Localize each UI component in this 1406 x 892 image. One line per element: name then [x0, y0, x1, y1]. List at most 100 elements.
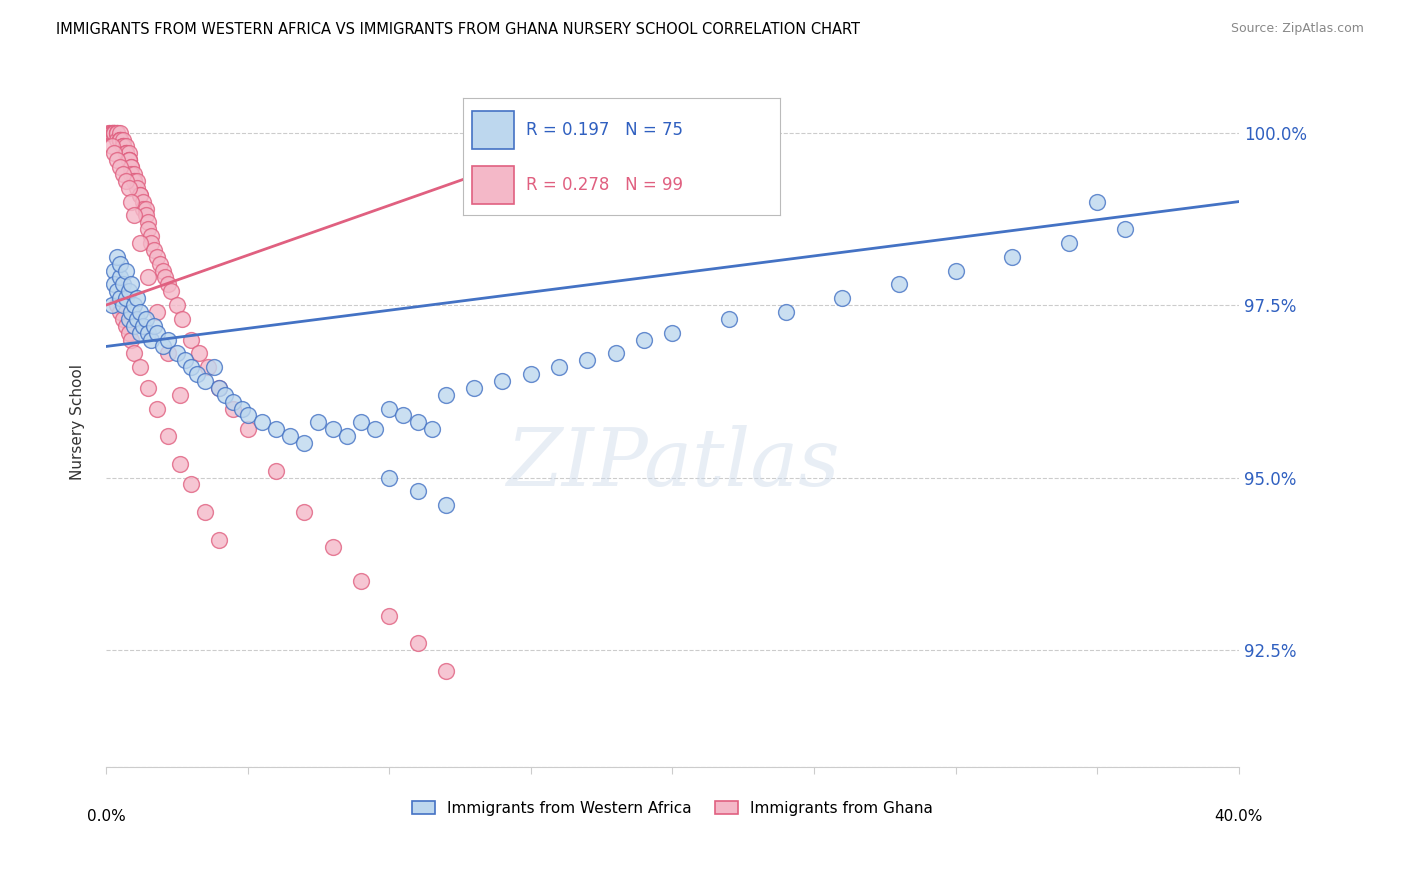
- Point: [103, 126, 125, 140]
- Point: [202, 360, 225, 375]
- Point: [406, 415, 429, 429]
- Point: [129, 305, 152, 319]
- Point: [378, 470, 401, 484]
- Point: [718, 311, 741, 326]
- Point: [222, 401, 245, 416]
- Point: [292, 505, 315, 519]
- Point: [633, 333, 655, 347]
- Point: [117, 153, 139, 168]
- Point: [105, 250, 128, 264]
- Point: [100, 298, 122, 312]
- Point: [141, 229, 163, 244]
- Point: [105, 298, 128, 312]
- Point: [278, 429, 301, 443]
- Point: [146, 401, 169, 416]
- Point: [108, 132, 131, 146]
- Point: [114, 146, 136, 161]
- Point: [292, 436, 315, 450]
- Point: [264, 464, 287, 478]
- Point: [124, 174, 146, 188]
- Point: [124, 167, 146, 181]
- Point: [114, 263, 136, 277]
- Point: [121, 333, 143, 347]
- Point: [141, 235, 163, 250]
- Point: [188, 346, 211, 360]
- Point: [169, 457, 191, 471]
- Point: [157, 333, 180, 347]
- Point: [194, 374, 217, 388]
- Point: [146, 326, 169, 340]
- Point: [132, 194, 155, 209]
- Point: [121, 277, 143, 292]
- Point: [157, 429, 180, 443]
- Point: [138, 222, 160, 236]
- Point: [186, 367, 208, 381]
- Point: [108, 132, 131, 146]
- Point: [121, 167, 143, 181]
- Point: [129, 326, 152, 340]
- Point: [208, 381, 231, 395]
- Point: [364, 422, 387, 436]
- Point: [661, 326, 683, 340]
- Point: [172, 311, 194, 326]
- Point: [149, 257, 172, 271]
- Point: [392, 409, 415, 423]
- Point: [135, 208, 157, 222]
- Point: [180, 333, 202, 347]
- Point: [138, 270, 160, 285]
- Point: [520, 367, 543, 381]
- Point: [111, 298, 134, 312]
- Point: [108, 305, 131, 319]
- Point: [491, 374, 513, 388]
- Point: [100, 126, 122, 140]
- Point: [111, 139, 134, 153]
- Point: [155, 270, 177, 285]
- Point: [222, 394, 245, 409]
- Point: [117, 181, 139, 195]
- Point: [111, 132, 134, 146]
- Text: Nursery School: Nursery School: [70, 364, 86, 481]
- Point: [605, 346, 627, 360]
- Point: [406, 484, 429, 499]
- Point: [103, 126, 125, 140]
- Point: [157, 346, 180, 360]
- Point: [108, 132, 131, 146]
- Point: [108, 270, 131, 285]
- Point: [146, 250, 169, 264]
- Point: [103, 263, 125, 277]
- Point: [250, 415, 273, 429]
- Point: [434, 498, 457, 512]
- Point: [1001, 250, 1024, 264]
- Point: [117, 146, 139, 161]
- Point: [143, 318, 166, 333]
- Point: [208, 381, 231, 395]
- Point: [132, 202, 155, 216]
- Point: [97, 126, 120, 140]
- Point: [141, 333, 163, 347]
- Point: [121, 160, 143, 174]
- Point: [322, 540, 344, 554]
- Point: [103, 126, 125, 140]
- Point: [114, 291, 136, 305]
- Point: [576, 353, 599, 368]
- Point: [108, 132, 131, 146]
- Point: [180, 360, 202, 375]
- Point: [174, 353, 197, 368]
- Legend: Immigrants from Western Africa, Immigrants from Ghana: Immigrants from Western Africa, Immigran…: [406, 795, 939, 822]
- Point: [463, 381, 485, 395]
- Point: [160, 285, 183, 299]
- Point: [378, 401, 401, 416]
- Point: [117, 153, 139, 168]
- Point: [135, 311, 157, 326]
- Point: [124, 318, 146, 333]
- Point: [157, 277, 180, 292]
- Point: [214, 388, 236, 402]
- Point: [111, 277, 134, 292]
- Point: [138, 381, 160, 395]
- Point: [350, 574, 373, 588]
- Point: [121, 305, 143, 319]
- Point: [434, 664, 457, 678]
- Point: [322, 422, 344, 436]
- Point: [124, 346, 146, 360]
- Point: [166, 298, 188, 312]
